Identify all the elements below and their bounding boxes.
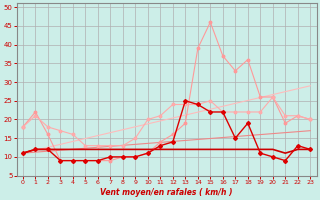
- X-axis label: Vent moyen/en rafales ( km/h ): Vent moyen/en rafales ( km/h ): [100, 188, 233, 197]
